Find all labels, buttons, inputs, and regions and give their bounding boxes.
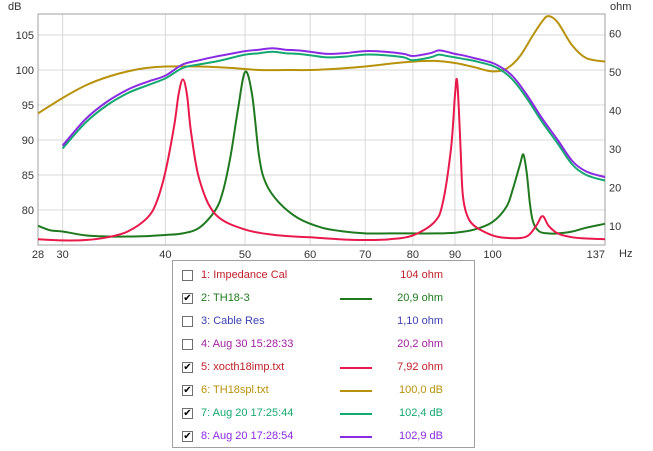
y-tick-right: 30 xyxy=(609,144,621,156)
series-line-5 xyxy=(61,47,606,179)
y-tick-right: 50 xyxy=(609,67,621,79)
x-tick-label: 40 xyxy=(159,249,171,261)
tick-labels: 80 85 90 95 100 105 10 20 30 40 50 60 28 30 40 50 60 70 80… xyxy=(16,28,622,261)
checkbox-checked[interactable]: ✔ xyxy=(182,293,193,304)
series-line-2 xyxy=(37,77,606,242)
checkbox-unchecked[interactable] xyxy=(182,270,193,281)
legend-value: 104 ohm xyxy=(400,269,443,281)
legend-label: 1: Impedance Cal xyxy=(201,269,288,281)
legend-swatch xyxy=(340,390,372,392)
series-line-1 xyxy=(37,70,606,238)
legend-value: 20,9 ohm xyxy=(397,292,443,304)
y-tick-right: 10 xyxy=(609,221,621,233)
y-tick-left: 90 xyxy=(22,135,34,147)
y-tick-right: 60 xyxy=(609,28,621,40)
legend-label: 5: xocth18imp.txt xyxy=(201,361,285,373)
legend-swatch xyxy=(340,298,372,300)
legend-value: 7,92 ohm xyxy=(397,361,443,373)
x-tick-label: 90 xyxy=(449,249,461,261)
legend-swatch xyxy=(340,367,372,369)
legend-row: ✔ 6: TH18spl.txt 100,0 dB xyxy=(173,380,473,402)
legend-value: 102,9 dB xyxy=(398,430,443,442)
y-tick-left: 105 xyxy=(16,30,34,42)
legend-swatch xyxy=(340,436,372,438)
x-tick-label: 30 xyxy=(57,249,69,261)
legend-label: 2: TH18-3 xyxy=(201,292,250,304)
checkbox-checked[interactable]: ✔ xyxy=(182,385,193,396)
legend-label: 3: Cable Res xyxy=(201,315,265,327)
checkbox-checked[interactable]: ✔ xyxy=(182,431,193,442)
y-tick-left: 80 xyxy=(22,205,34,217)
legend-value: 102,4 dB xyxy=(398,407,443,419)
plot-frame xyxy=(37,13,606,246)
series-line-3 xyxy=(37,15,606,115)
x-tick-label: 60 xyxy=(304,249,316,261)
legend-value: 1,10 ohm xyxy=(397,315,443,327)
y-tick-right: 20 xyxy=(609,182,621,194)
x-tick-label: 28 xyxy=(32,249,44,261)
legend-label: 6: TH18spl.txt xyxy=(201,384,269,396)
series-lines xyxy=(37,15,606,242)
legend-row: ✔ 8: Aug 20 17:28:54 102,9 dB xyxy=(173,426,473,448)
legend-label: 4: Aug 30 15:28:33 xyxy=(201,338,294,350)
y-tick-left: 85 xyxy=(22,170,34,182)
legend-row: 3: Cable Res 1,10 ohm xyxy=(173,311,473,333)
y-tick-left: 100 xyxy=(16,65,34,77)
legend-value: 100,0 dB xyxy=(398,384,443,396)
legend-row: ✔ 5: xocth18imp.txt 7,92 ohm xyxy=(173,357,473,379)
legend-value: 20,2 ohm xyxy=(397,338,443,350)
legend-row: ✔ 7: Aug 20 17:25:44 102,4 dB xyxy=(173,403,473,425)
right-unit-label: ohm xyxy=(610,1,632,13)
checkbox-unchecked[interactable] xyxy=(182,316,193,327)
x-tick-label: 80 xyxy=(407,249,419,261)
legend-label: 8: Aug 20 17:28:54 xyxy=(201,430,294,442)
x-tick-label: 137 xyxy=(587,249,605,261)
legend-row: 1: Impedance Cal 104 ohm xyxy=(173,265,473,287)
legend-label: 7: Aug 20 17:25:44 xyxy=(201,407,294,419)
grid-lines xyxy=(38,14,605,245)
legend-row: ✔ 2: TH18-3 20,9 ohm xyxy=(173,288,473,310)
y-tick-right: 40 xyxy=(609,105,621,117)
x-tick-label: 50 xyxy=(239,249,251,261)
legend-row: 4: Aug 30 15:28:33 20,2 ohm xyxy=(173,334,473,356)
left-unit-label: dB xyxy=(8,1,22,13)
x-tick-label: 100 xyxy=(483,249,501,261)
checkbox-unchecked[interactable] xyxy=(182,339,193,350)
legend-panel: 1: Impedance Cal 104 ohm ✔ 2: TH18-3 20,9 oh… xyxy=(172,260,475,448)
x-unit-label: Hz xyxy=(619,248,633,260)
series-line-4 xyxy=(61,50,606,182)
chart-area: 80 85 90 95 100 105 10 20 30 40 50 60 28 30 40 50 60 70 80… xyxy=(16,13,622,261)
checkbox-checked[interactable]: ✔ xyxy=(182,408,193,419)
legend-swatch xyxy=(340,413,372,415)
x-tick-label: 70 xyxy=(359,249,371,261)
y-tick-left: 95 xyxy=(22,100,34,112)
checkbox-checked[interactable]: ✔ xyxy=(182,362,193,373)
